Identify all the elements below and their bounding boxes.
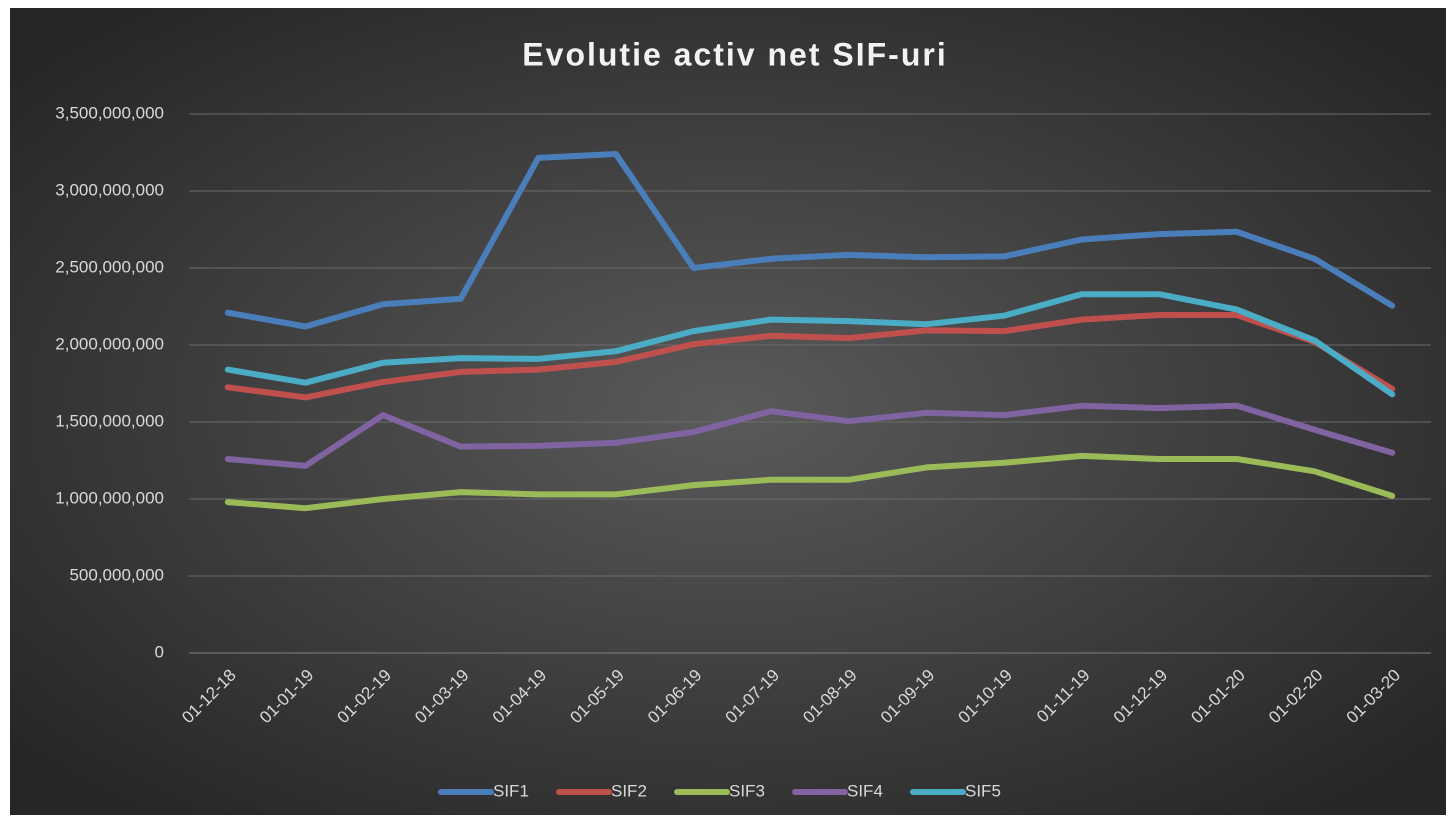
legend-label: SIF2	[611, 781, 647, 800]
y-tick-label: 0	[155, 642, 164, 661]
y-tick-label: 2,500,000,000	[55, 257, 164, 276]
series-line	[224, 151, 1396, 330]
y-tick-label: 500,000,000	[69, 565, 164, 584]
series-line	[224, 402, 1396, 469]
y-tick-label: 3,000,000,000	[55, 180, 164, 199]
y-tick-label: 1,500,000,000	[55, 411, 164, 430]
legend-label: SIF5	[965, 781, 1001, 800]
series-line	[224, 291, 1396, 398]
y-tick-label: 1,000,000,000	[55, 488, 164, 507]
chart-background	[10, 8, 1446, 815]
series-line	[224, 312, 1396, 401]
y-tick-label: 2,000,000,000	[55, 334, 164, 353]
legend-label: SIF1	[493, 781, 529, 800]
chart-title: Evolutie activ net SIF-uri	[522, 36, 947, 72]
series-line	[224, 452, 1396, 512]
legend-label: SIF4	[847, 781, 883, 800]
legend-label: SIF3	[729, 781, 765, 800]
y-tick-label: 3,500,000,000	[55, 103, 164, 122]
